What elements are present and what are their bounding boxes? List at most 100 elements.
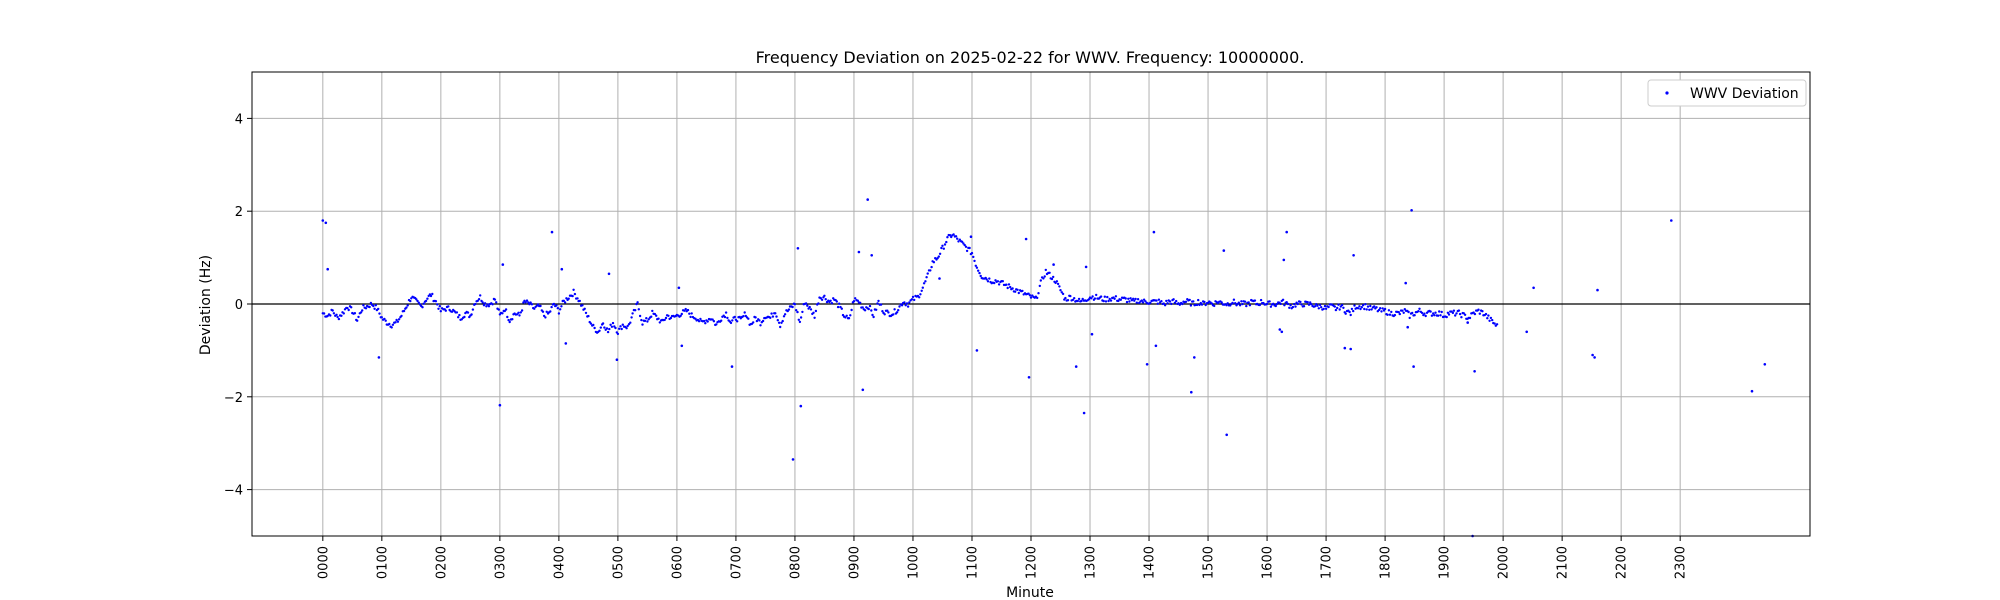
data-point xyxy=(1417,310,1420,313)
data-point xyxy=(529,301,532,304)
data-point-outlier xyxy=(1473,370,1476,373)
data-point-outlier xyxy=(938,277,941,280)
data-point xyxy=(962,242,965,245)
data-point xyxy=(973,259,976,263)
data-point xyxy=(1393,313,1397,317)
data-point xyxy=(335,313,338,316)
data-point xyxy=(556,307,559,310)
data-point xyxy=(1048,271,1051,274)
data-point xyxy=(911,295,915,299)
data-point xyxy=(1093,297,1097,300)
data-point xyxy=(782,315,786,318)
data-point xyxy=(520,309,524,312)
data-point xyxy=(646,320,649,323)
data-point xyxy=(1076,299,1080,303)
data-point xyxy=(1285,301,1288,304)
data-point xyxy=(1021,289,1024,293)
data-point xyxy=(619,325,622,328)
data-point xyxy=(1310,303,1313,306)
data-point xyxy=(965,249,969,253)
data-point xyxy=(372,304,375,308)
legend-box xyxy=(1647,79,1807,107)
data-point xyxy=(872,315,875,319)
data-point xyxy=(1220,301,1223,304)
data-point-outlier xyxy=(1352,254,1355,257)
data-point xyxy=(830,302,834,305)
data-point xyxy=(457,316,460,319)
data-point xyxy=(697,320,701,323)
data-point xyxy=(1360,306,1364,309)
data-point xyxy=(517,311,520,314)
x-tick-label: 1700 xyxy=(1320,546,1335,579)
data-point xyxy=(388,322,391,326)
data-point xyxy=(331,309,334,312)
data-point xyxy=(1081,297,1084,301)
data-point xyxy=(733,315,736,319)
data-point-outlier xyxy=(326,267,330,271)
data-point xyxy=(736,320,739,323)
data-point xyxy=(823,294,826,297)
data-point xyxy=(508,320,511,324)
data-point xyxy=(1281,298,1285,301)
data-point xyxy=(1036,296,1039,300)
data-point xyxy=(368,305,371,309)
data-point xyxy=(876,302,879,305)
data-point xyxy=(1197,298,1200,302)
data-point xyxy=(394,321,397,324)
data-point xyxy=(422,302,425,305)
data-point xyxy=(477,298,481,301)
data-point xyxy=(706,320,709,323)
data-point xyxy=(555,304,558,307)
data-point xyxy=(1327,305,1330,309)
data-point xyxy=(614,326,617,330)
data-point xyxy=(892,313,895,316)
data-point xyxy=(1361,304,1365,307)
data-point xyxy=(605,327,609,330)
data-point xyxy=(631,312,634,315)
data-point xyxy=(1402,311,1405,314)
data-point xyxy=(1344,312,1347,315)
data-point xyxy=(1039,279,1043,282)
data-point xyxy=(839,305,842,309)
data-point xyxy=(1060,291,1064,294)
data-point xyxy=(926,272,929,275)
data-point xyxy=(972,255,975,259)
y-tick-label: −4 xyxy=(224,484,243,499)
data-point-outlier xyxy=(1052,263,1055,266)
data-point xyxy=(945,240,948,244)
legend-marker xyxy=(1665,91,1669,95)
data-point xyxy=(1170,302,1173,306)
data-point xyxy=(797,318,800,321)
chart-title: Frequency Deviation on 2025-02-22 for WW… xyxy=(756,48,1305,67)
y-tick-label: −2 xyxy=(224,391,243,406)
data-point xyxy=(996,280,1000,283)
data-point xyxy=(364,307,368,310)
data-point xyxy=(374,304,377,307)
data-point xyxy=(918,296,921,299)
data-point xyxy=(1056,282,1060,286)
data-point-outlier xyxy=(1285,230,1288,234)
data-point xyxy=(1017,291,1020,295)
data-point xyxy=(1029,296,1033,299)
data-point xyxy=(1238,304,1242,307)
data-point xyxy=(495,301,498,304)
data-point xyxy=(1380,310,1383,313)
data-point xyxy=(925,276,928,279)
data-point xyxy=(954,235,958,238)
data-point xyxy=(813,316,816,319)
data-point xyxy=(552,302,556,306)
data-point xyxy=(829,299,832,302)
data-point xyxy=(1478,312,1482,315)
data-point xyxy=(1104,300,1108,303)
data-point xyxy=(887,311,890,314)
data-point xyxy=(525,299,529,302)
data-point xyxy=(1460,316,1463,319)
data-point-outlier xyxy=(1074,365,1078,368)
data-point xyxy=(1317,307,1321,310)
data-point xyxy=(1373,305,1376,308)
data-point xyxy=(397,318,401,321)
data-point xyxy=(405,306,408,309)
data-point xyxy=(1353,304,1356,307)
data-point xyxy=(856,299,859,302)
data-point xyxy=(1352,309,1355,313)
